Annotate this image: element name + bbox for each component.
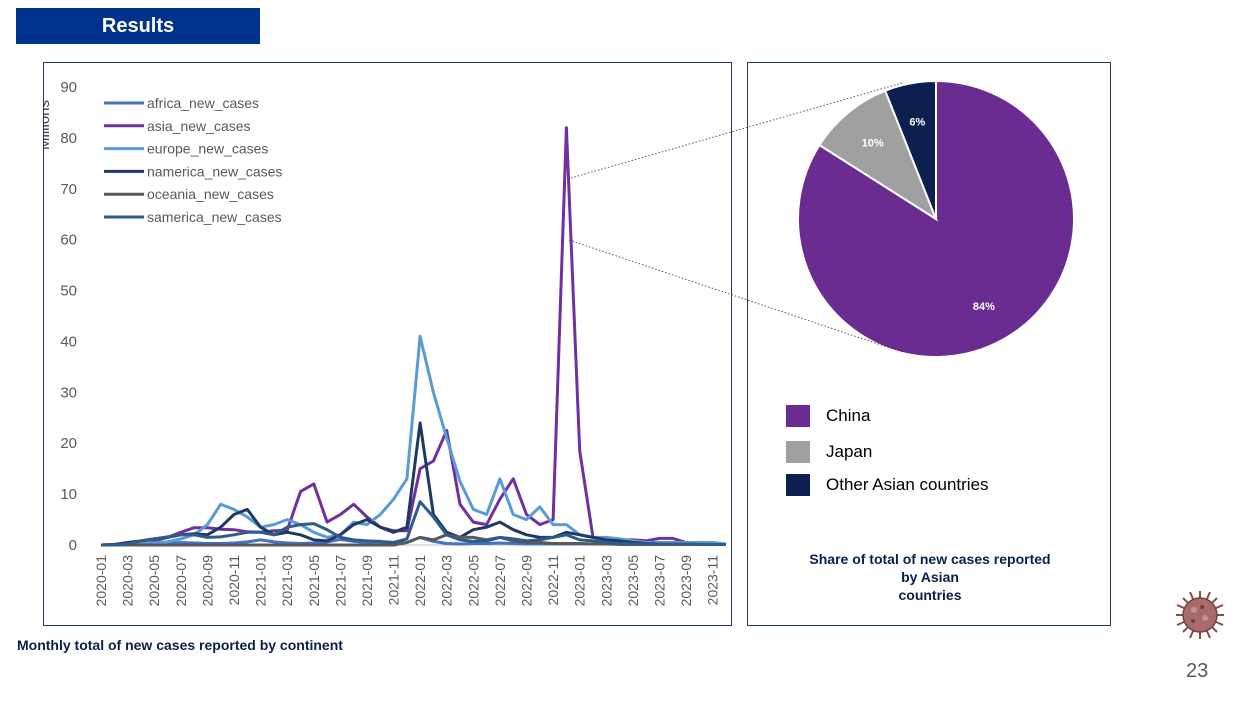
x-tick-label: 2023-09 [678, 555, 694, 607]
legend-label: namerica_new_cases [147, 163, 282, 179]
pie-legend-swatch [786, 474, 810, 496]
x-tick-label: 2022-03 [439, 555, 455, 607]
line-chart: 0 10 20 30 40 50 60 70 80 90 Millions 2020-01 2020-0… [36, 79, 727, 607]
pie-legend-swatch [786, 405, 810, 427]
pie-slice-label: 10% [862, 137, 884, 149]
series-line-europe_new_cases [100, 334, 727, 547]
x-tick-label: 2023-03 [598, 555, 614, 607]
x-tick-label: 2021-03 [279, 555, 295, 607]
pie-legend-swatch [786, 441, 810, 463]
line-chart-panel: 0 10 20 30 40 50 60 70 80 90 Millions 2020-01 2020-0… [36, 62, 732, 626]
y-tick-label: 80 [60, 130, 77, 147]
y-tick-label: 20 [60, 435, 77, 452]
line-chart-caption: Monthly total of new cases reported by c… [17, 637, 343, 653]
y-axis-label: Millions [44, 100, 53, 150]
pie-caption-line-3: countries [898, 587, 962, 603]
page-number: 23 [1186, 660, 1209, 682]
x-tick-label: 2020-03 [120, 555, 136, 607]
y-tick-label: 50 [60, 283, 77, 300]
x-tick-label: 2021-09 [359, 555, 375, 607]
legend-label: oceania_new_cases [147, 186, 274, 202]
legend-label: samerica_new_cases [147, 209, 282, 225]
legend-label: europe_new_cases [147, 141, 268, 157]
pie-caption-line-1: Share of total of new cases reported [809, 551, 1051, 567]
x-tick-label: 2021-07 [332, 555, 348, 607]
pie-chart-panel: 84% 10% 6% China Japan Other Asian countries… [747, 62, 1111, 626]
x-tick-label: 2023-11 [705, 555, 721, 606]
x-tick-label: 2020-05 [146, 555, 162, 607]
y-tick-label: 40 [60, 333, 77, 350]
x-tick-label: 2022-09 [519, 555, 535, 607]
y-tick-label: 60 [60, 232, 77, 249]
section-title: Results [101, 14, 175, 37]
pie-legend-item: China [786, 405, 870, 427]
x-tick-label: 2022-05 [465, 555, 481, 607]
x-tick-label: 2020-11 [226, 555, 242, 606]
y-tick-label: 10 [60, 486, 77, 503]
virus-icon [1176, 591, 1224, 639]
pie-slice-label: 84% [973, 301, 995, 313]
x-tick-label: 2020-07 [173, 555, 189, 607]
pie-legend-label: Japan [826, 442, 873, 461]
series-line-samerica_new_cases [101, 500, 726, 547]
pie-legend-label: Other Asian countries [826, 475, 989, 494]
x-tick-label: 2021-01 [253, 555, 269, 607]
x-tick-label: 2022-07 [492, 555, 508, 607]
pie-legend-label: China [826, 406, 871, 425]
x-tick-label: 2022-01 [412, 555, 428, 607]
y-tick-label: 30 [60, 384, 77, 401]
y-tick-label: 90 [60, 79, 77, 96]
y-tick-label: 0 [69, 537, 77, 554]
legend-label: africa_new_cases [147, 95, 259, 111]
pie-legend-item: Japan [786, 441, 872, 463]
x-tick-label: 2023-05 [625, 555, 641, 607]
y-tick-label: 70 [60, 181, 77, 198]
pie-chart: 84% 10% 6% [797, 79, 1075, 358]
section-header: Results [16, 8, 260, 44]
x-tick-label: 2020-09 [199, 555, 215, 607]
pie-chart-caption: Share of total of new cases reported by … [748, 550, 1112, 604]
x-tick-label: 2021-11 [386, 555, 402, 606]
legend-label: asia_new_cases [147, 118, 251, 134]
pie-caption-line-2: by Asian [901, 569, 959, 585]
x-tick-label: 2022-11 [545, 555, 561, 606]
pie-legend-item: Other Asian countries [786, 474, 989, 496]
pie-slice-label: 6% [909, 116, 925, 128]
x-tick-label: 2023-07 [652, 555, 668, 607]
x-tick-label: 2020-01 [93, 555, 109, 607]
x-tick-label: 2021-05 [306, 555, 322, 607]
x-tick-label: 2023-01 [572, 555, 588, 607]
series-line-namerica_new_cases [100, 421, 726, 547]
